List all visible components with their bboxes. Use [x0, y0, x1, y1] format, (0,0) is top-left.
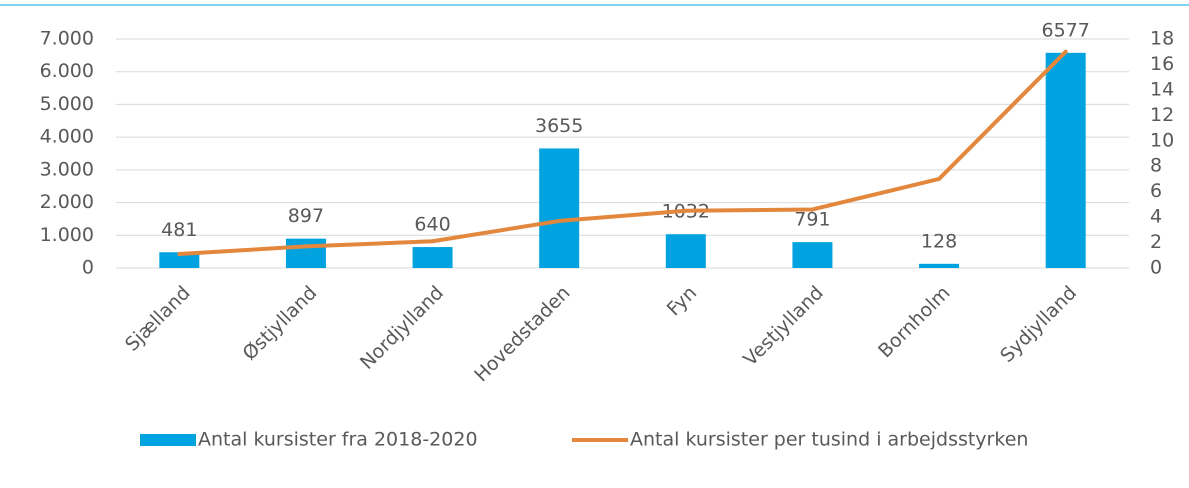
y2-tick-label: 12 [1150, 104, 1174, 126]
y-tick-label: 1.000 [40, 224, 94, 246]
y-tick-label: 7.000 [40, 28, 94, 50]
x-tick-label: Nordjylland [356, 282, 448, 374]
data-label: 3655 [535, 115, 583, 137]
data-label: 791 [794, 209, 830, 231]
x-tick-label: Hovedstaden [470, 282, 574, 386]
bar [919, 263, 960, 268]
legend-swatch [140, 434, 196, 446]
y2-tick-label: 10 [1150, 129, 1174, 151]
bar [539, 148, 580, 268]
y-tick-label: 3.000 [40, 158, 94, 180]
legend-label: Antal kursister per tusind i arbejdsstyr… [630, 429, 1028, 451]
x-tick-label: Sjælland [121, 282, 195, 356]
x-tick-label: Bornholm [874, 282, 954, 362]
x-tick-label: Fyn [663, 282, 702, 321]
y-tick-label: 5.000 [40, 93, 94, 115]
y2-tick-label: 8 [1150, 155, 1162, 177]
y2-tick-label: 0 [1150, 257, 1162, 279]
x-tick-label: Sydjylland [996, 282, 1081, 367]
y2-tick-label: 16 [1150, 53, 1174, 75]
y2-tick-label: 2 [1150, 231, 1162, 253]
data-label: 897 [288, 205, 324, 227]
y2-tick-label: 4 [1150, 206, 1162, 228]
bar [1045, 52, 1086, 269]
data-label: 6577 [1042, 19, 1090, 41]
bar [285, 238, 326, 268]
data-label: 128 [921, 230, 957, 252]
y-tick-label: 0 [82, 257, 94, 279]
data-label: 640 [414, 214, 450, 236]
y-tick-label: 4.000 [40, 126, 94, 148]
y-tick-label: 2.000 [40, 191, 94, 213]
legend-label: Antal kursister fra 2018-2020 [198, 429, 478, 451]
y2-tick-label: 18 [1150, 28, 1174, 50]
x-tick-label: Østjylland [239, 282, 322, 365]
bar [792, 242, 833, 268]
data-label: 481 [161, 219, 197, 241]
y2-tick-label: 6 [1150, 180, 1162, 202]
y2-tick-label: 14 [1150, 78, 1174, 100]
x-tick-label: Vestjylland [739, 282, 828, 371]
y-tick-label: 6.000 [40, 60, 94, 82]
bar [665, 234, 706, 268]
bar [412, 247, 453, 268]
bar [159, 252, 200, 268]
line [177, 49, 1068, 257]
